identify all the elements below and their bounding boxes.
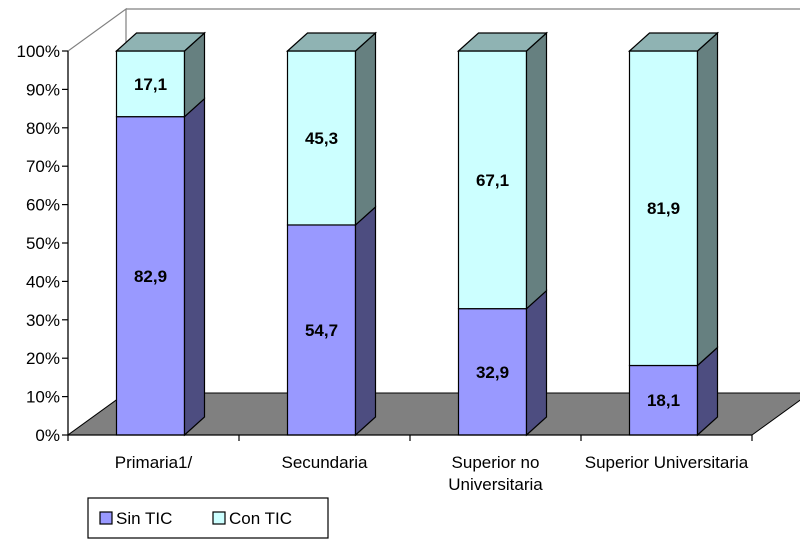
y-tick-label: 90% bbox=[26, 80, 60, 99]
x-category-label: Superior no bbox=[452, 453, 540, 472]
bar-stack-superior-no-universitaria: 32,9 67,1 bbox=[456, 31, 549, 437]
legend-swatch bbox=[99, 511, 113, 525]
bar-top bbox=[627, 32, 720, 52]
bars: 82,9 17,1 54,7 45,3 32,9 67,1 18,1 81,9 bbox=[114, 31, 720, 437]
legend-box bbox=[87, 497, 329, 539]
bar-top bbox=[456, 32, 549, 52]
y-tick-label: 50% bbox=[26, 234, 60, 253]
chart-walls bbox=[66, 7, 800, 437]
bar-stack-primaria1-: 82,9 17,1 bbox=[114, 31, 207, 437]
x-category-label: Superior Universitaria bbox=[585, 453, 749, 472]
legend-label: Sin TIC bbox=[116, 509, 172, 528]
bar-segment bbox=[628, 364, 699, 436]
y-axis: 0% 10% 20% 30% 40% 50% 60% 70% 80% 90% 100% bbox=[17, 42, 69, 445]
legend: Sin TIC Con TIC bbox=[87, 497, 329, 539]
bar-segment-side bbox=[525, 289, 548, 437]
y-tick-label: 20% bbox=[26, 349, 60, 368]
bar-segment-side bbox=[696, 31, 719, 367]
data-label: 81,9 bbox=[647, 199, 680, 218]
y-tick-label: 10% bbox=[26, 388, 60, 407]
legend-swatch bbox=[212, 511, 226, 525]
x-axis: Primaria1/Secundaria Superior no Universit… bbox=[67, 434, 753, 494]
bar-segment bbox=[115, 116, 186, 436]
y-tick-label: 70% bbox=[26, 157, 60, 176]
y-tick-label: 40% bbox=[26, 272, 60, 291]
data-label: 82,9 bbox=[134, 267, 167, 286]
data-label: 67,1 bbox=[476, 171, 509, 190]
x-category-label: Universitaria bbox=[448, 475, 543, 494]
bar-segment bbox=[286, 224, 357, 436]
bar-segment bbox=[286, 50, 357, 226]
bar-top bbox=[285, 32, 378, 52]
y-tick-label: 0% bbox=[35, 426, 60, 445]
data-label: 17,1 bbox=[134, 75, 167, 94]
x-category-label: Primaria1/ bbox=[115, 453, 193, 472]
bar-segment bbox=[628, 50, 699, 367]
data-label: 54,7 bbox=[305, 321, 338, 340]
y-tick-label: 60% bbox=[26, 196, 60, 215]
y-tick-label: 30% bbox=[26, 311, 60, 330]
bar-segment-side bbox=[354, 205, 377, 437]
x-category-label: Secundaria bbox=[281, 453, 368, 472]
bar-top bbox=[114, 32, 207, 52]
bar-segment-side bbox=[354, 31, 377, 227]
bar-stack-secundaria: 54,7 45,3 bbox=[285, 31, 378, 437]
data-label: 45,3 bbox=[305, 129, 338, 148]
bar-segment-side bbox=[525, 31, 548, 311]
y-tick-label: 80% bbox=[26, 119, 60, 138]
bar-stack-superior-universitaria: 18,1 81,9 bbox=[627, 31, 720, 437]
legend-label: Con TIC bbox=[229, 509, 292, 528]
bar-segment bbox=[115, 50, 186, 118]
data-label: 18,1 bbox=[647, 391, 680, 410]
y-tick-label: 100% bbox=[17, 42, 60, 61]
data-label: 32,9 bbox=[476, 363, 509, 382]
bar-segment-side bbox=[183, 97, 206, 437]
back-wall bbox=[126, 8, 800, 10]
